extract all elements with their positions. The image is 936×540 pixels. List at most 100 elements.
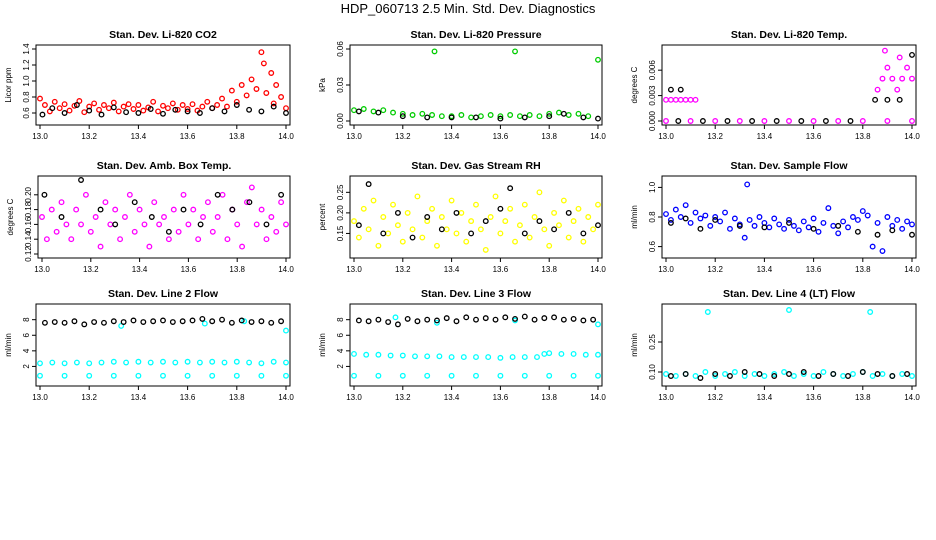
data-point <box>375 372 382 379</box>
data-point <box>443 315 450 322</box>
x-tick-label: 13.8 <box>229 393 245 402</box>
x-tick-label: 13.6 <box>806 393 822 402</box>
data-point <box>238 82 245 88</box>
data-point <box>580 230 587 237</box>
data-point <box>409 112 416 118</box>
data-point <box>756 214 763 220</box>
chart-panel: Stan. Dev. Sample Flow ml/min 13.0 13.2 13.4… <box>630 160 920 274</box>
data-point <box>546 110 553 117</box>
data-point <box>458 112 465 118</box>
data-point <box>448 114 455 121</box>
data-point <box>894 217 901 223</box>
data-point <box>899 75 906 82</box>
y-tick-label: 0.15 <box>336 225 345 241</box>
data-point <box>702 369 709 375</box>
data-point <box>390 201 396 208</box>
data-point <box>558 351 565 357</box>
data-point <box>751 222 758 229</box>
plot-frame <box>661 44 917 126</box>
data-point <box>429 112 436 118</box>
data-point <box>102 199 109 206</box>
data-point <box>526 112 533 118</box>
data-point <box>61 101 68 108</box>
data-point <box>165 236 172 243</box>
data-point <box>174 106 181 113</box>
data-point <box>884 118 891 124</box>
data-point <box>541 351 548 357</box>
data-point <box>424 114 431 121</box>
data-point <box>773 118 780 124</box>
data-point <box>556 222 562 229</box>
data-point <box>884 214 891 220</box>
data-point <box>687 96 694 103</box>
data-point <box>682 96 689 103</box>
data-point <box>61 319 68 326</box>
data-point <box>790 222 797 229</box>
data-point <box>172 106 179 113</box>
data-point <box>434 242 440 249</box>
data-point <box>776 221 783 228</box>
data-point <box>756 371 763 377</box>
data-point <box>355 317 362 324</box>
data-point <box>786 118 792 124</box>
x-tick-label: 13.8 <box>541 393 557 402</box>
data-point <box>692 373 699 379</box>
x-tick-label: 13.0 <box>32 393 48 402</box>
data-point <box>283 105 289 112</box>
x-tick-label: 13.4 <box>444 132 460 141</box>
data-point <box>736 222 743 229</box>
data-point <box>585 113 592 120</box>
data-point <box>91 100 98 107</box>
data-point <box>375 351 382 358</box>
x-tick-label: 13.8 <box>855 265 871 274</box>
data-point <box>436 353 443 360</box>
data-point <box>246 106 253 113</box>
y-tick-label: 1.2 <box>22 59 31 71</box>
data-point <box>771 215 778 222</box>
data-point <box>278 94 285 100</box>
y-tick-label: 0.006 <box>648 60 657 81</box>
data-point <box>672 96 679 103</box>
data-point <box>86 107 93 114</box>
data-point <box>438 214 445 220</box>
data-point <box>238 317 245 324</box>
data-point <box>110 104 117 111</box>
data-point <box>123 109 130 116</box>
data-point <box>189 101 196 108</box>
data-point <box>68 236 75 243</box>
chart-title: Stan. Dev. Line 4 (LT) Flow <box>723 288 856 300</box>
data-point <box>482 315 489 322</box>
data-point <box>473 354 479 361</box>
data-point <box>131 228 138 235</box>
data-point <box>909 51 915 58</box>
data-point <box>97 206 104 213</box>
data-point <box>412 353 418 360</box>
data-point <box>112 206 119 213</box>
data-point <box>49 105 56 112</box>
data-point <box>260 60 267 67</box>
data-point <box>37 372 43 379</box>
data-point <box>795 227 802 234</box>
data-point <box>697 225 704 232</box>
x-tick-label: 14.0 <box>590 393 606 402</box>
data-point <box>781 369 788 375</box>
data-point <box>507 112 514 118</box>
y-tick-label: 0.6 <box>648 240 657 252</box>
data-point <box>845 373 851 379</box>
data-point <box>214 191 221 198</box>
data-point <box>899 371 906 377</box>
data-point <box>541 226 548 233</box>
data-point <box>512 238 518 245</box>
data-point <box>570 351 577 357</box>
data-point <box>184 372 191 379</box>
y-axis-label: ml/min <box>318 333 327 357</box>
data-point <box>546 350 553 357</box>
data-point <box>73 359 80 366</box>
plot-frame <box>35 303 291 387</box>
x-tick-label: 13.6 <box>493 132 509 141</box>
data-point <box>707 222 714 229</box>
data-point <box>867 309 874 315</box>
data-point <box>214 214 221 220</box>
data-point <box>502 314 509 321</box>
